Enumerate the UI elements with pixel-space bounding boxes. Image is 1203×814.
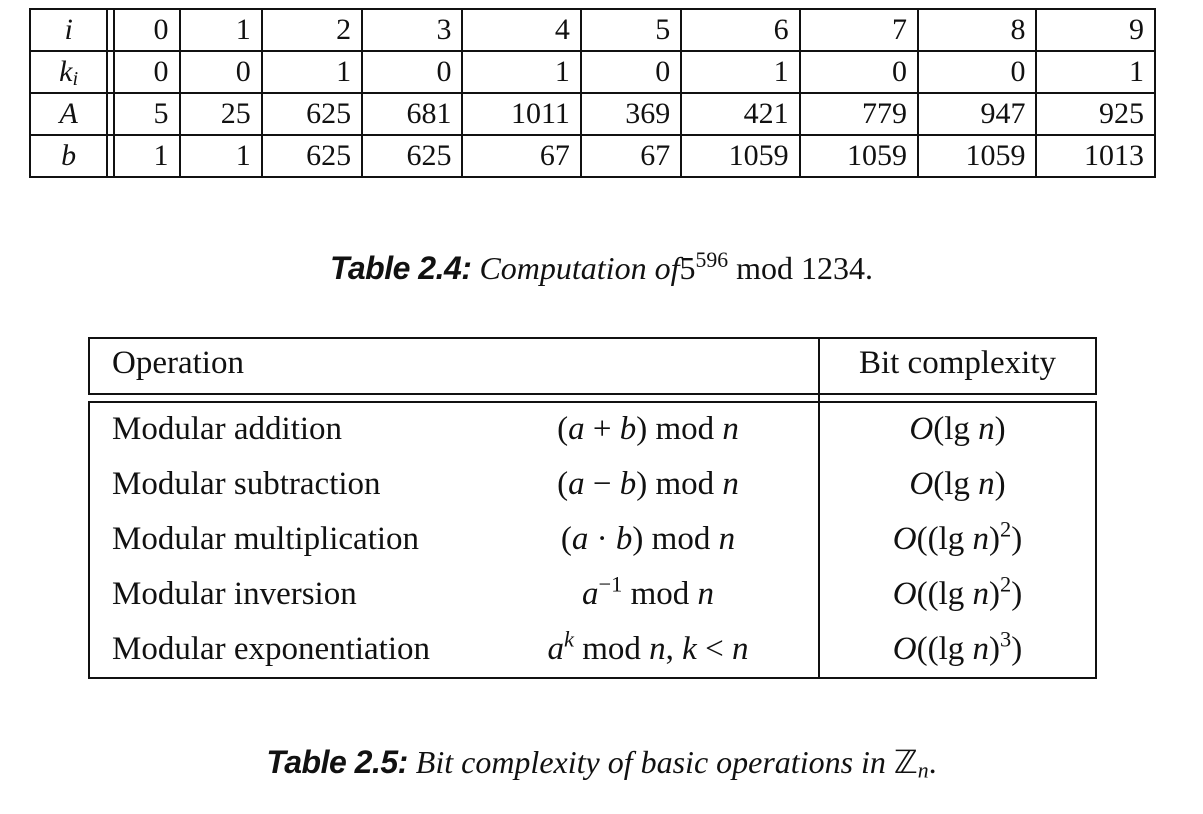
operation-formula: (a · b) mod n bbox=[560, 521, 736, 557]
table-cell: 1 bbox=[1035, 50, 1156, 94]
caption-set-sub: n bbox=[917, 758, 929, 783]
table-2-5-caption: Table 2.5: Bit complexity of basic opera… bbox=[0, 743, 1203, 781]
table-cell: 1013 bbox=[1035, 134, 1156, 178]
table-row: b 1 1 625 625 67 67 1059 1059 1059 1013 bbox=[28, 134, 1156, 178]
row-label: b bbox=[28, 134, 109, 178]
computation-table: i 0 1 2 3 4 5 6 7 8 9 ki 0 0 1 0 1 0 1 0 0 1 A 5 25 625 681 1011 369… bbox=[28, 8, 1156, 178]
table-row: Modular subtraction (a − b) mod n O(lg n… bbox=[88, 466, 1097, 516]
caption-mod: mod bbox=[736, 250, 793, 286]
double-rule bbox=[106, 8, 116, 52]
row-label: A bbox=[28, 92, 109, 136]
table-cell: 1059 bbox=[680, 134, 801, 178]
double-rule bbox=[106, 50, 116, 94]
table-cell: 925 bbox=[1035, 92, 1156, 136]
table-cell: 0 bbox=[917, 50, 1038, 94]
table-row: A 5 25 625 681 1011 369 421 779 947 925 bbox=[28, 92, 1156, 136]
complexity-table: Operation Bit complexity Modular additio… bbox=[88, 337, 1097, 679]
table-cell: 0 bbox=[113, 8, 181, 52]
double-rule bbox=[106, 134, 116, 178]
table-cell: 8 bbox=[917, 8, 1038, 52]
table-row: Modular inversion a−1 mod n O((lg n)2) bbox=[88, 571, 1097, 626]
table-cell: 67 bbox=[461, 134, 582, 178]
complexity-value: O((lg n)2) bbox=[892, 571, 1023, 612]
operation-name: Modular inversion bbox=[112, 576, 357, 612]
table-cell: 0 bbox=[113, 50, 181, 94]
table-cell: 7 bbox=[798, 8, 920, 52]
table-cell: 681 bbox=[361, 92, 464, 136]
complexity-value: O(lg n) bbox=[909, 411, 1006, 447]
table-cell: 1 bbox=[178, 8, 263, 52]
table-body bbox=[88, 401, 1097, 679]
table-cell: 1 bbox=[260, 50, 364, 94]
table-row: ki 0 0 1 0 1 0 1 0 0 1 bbox=[28, 50, 1156, 94]
table-cell: 625 bbox=[260, 134, 364, 178]
caption-end: . bbox=[928, 744, 937, 780]
table-cell: 3 bbox=[361, 8, 464, 52]
column-divider bbox=[818, 337, 820, 679]
operation-name: Modular subtraction bbox=[112, 466, 381, 502]
table-cell: 25 bbox=[178, 92, 263, 136]
table-cell: 4 bbox=[461, 8, 582, 52]
table-cell: 5 bbox=[579, 8, 683, 52]
operation-name: Modular addition bbox=[112, 411, 343, 447]
complexity-value: O((lg n)2) bbox=[892, 516, 1023, 557]
row-label: i bbox=[28, 8, 109, 52]
operation-formula: a−1 mod n bbox=[581, 571, 715, 612]
row-label-symbol: k bbox=[59, 55, 73, 88]
caption-base: 5 bbox=[679, 250, 696, 286]
row-label-symbol: b bbox=[61, 139, 77, 172]
table-cell: 1 bbox=[113, 134, 181, 178]
row-label-subscript: i bbox=[72, 68, 79, 91]
table-cell: 67 bbox=[579, 134, 683, 178]
table-cell: 947 bbox=[917, 92, 1038, 136]
table-row: Modular multiplication (a · b) mod n O((… bbox=[88, 516, 1097, 571]
row-label-symbol: i bbox=[64, 13, 73, 46]
table-cell: 1059 bbox=[798, 134, 920, 178]
table-row: Modular addition (a + b) mod n O(lg n) bbox=[88, 411, 1097, 461]
caption-label: Table 2.5: bbox=[266, 744, 408, 780]
table-cell: 1 bbox=[178, 134, 263, 178]
caption-set: ℤ bbox=[893, 743, 918, 781]
table-cell: 2 bbox=[260, 8, 364, 52]
operation-formula: (a + b) mod n bbox=[557, 411, 739, 447]
table-cell: 0 bbox=[361, 50, 464, 94]
table-cell: 779 bbox=[798, 92, 920, 136]
table-cell: 5 bbox=[113, 92, 181, 136]
caption-text: Bit complexity of basic operations in bbox=[415, 744, 886, 780]
header-bit-complexity: Bit complexity bbox=[858, 345, 1057, 381]
caption-exponent: 596 bbox=[695, 248, 729, 273]
table-cell: 1 bbox=[680, 50, 801, 94]
row-label: ki bbox=[28, 50, 109, 94]
table-cell: 1011 bbox=[461, 92, 582, 136]
table-header bbox=[88, 337, 1097, 395]
row-label-symbol: A bbox=[59, 97, 78, 130]
table-cell: 0 bbox=[579, 50, 683, 94]
header-operation: Operation bbox=[112, 345, 244, 381]
caption-modulus: 1234. bbox=[800, 250, 873, 286]
double-rule bbox=[106, 92, 116, 136]
table-cell: 6 bbox=[680, 8, 801, 52]
operation-name: Modular exponentiation bbox=[112, 631, 431, 667]
complexity-value: O(lg n) bbox=[909, 466, 1006, 502]
caption-label: Table 2.4: bbox=[330, 250, 472, 286]
table-cell: 0 bbox=[178, 50, 263, 94]
operation-formula: (a − b) mod n bbox=[557, 466, 739, 502]
table-2-4-caption: Table 2.4: Computation of5596 mod 1234. bbox=[0, 248, 1203, 287]
caption-text: Computation of bbox=[479, 250, 680, 286]
table-cell: 369 bbox=[579, 92, 683, 136]
operation-formula: ak mod n, k < n bbox=[547, 626, 749, 667]
table-cell: 421 bbox=[680, 92, 801, 136]
table-cell: 9 bbox=[1035, 8, 1156, 52]
table-cell: 1059 bbox=[917, 134, 1038, 178]
operation-name: Modular multiplication bbox=[112, 521, 420, 557]
complexity-value: O((lg n)3) bbox=[892, 626, 1023, 667]
table-cell: 1 bbox=[461, 50, 582, 94]
table-cell: 625 bbox=[260, 92, 364, 136]
table-cell: 0 bbox=[798, 50, 920, 94]
table-row: Modular exponentiation ak mod n, k < n O… bbox=[88, 626, 1097, 681]
table-cell: 625 bbox=[361, 134, 464, 178]
